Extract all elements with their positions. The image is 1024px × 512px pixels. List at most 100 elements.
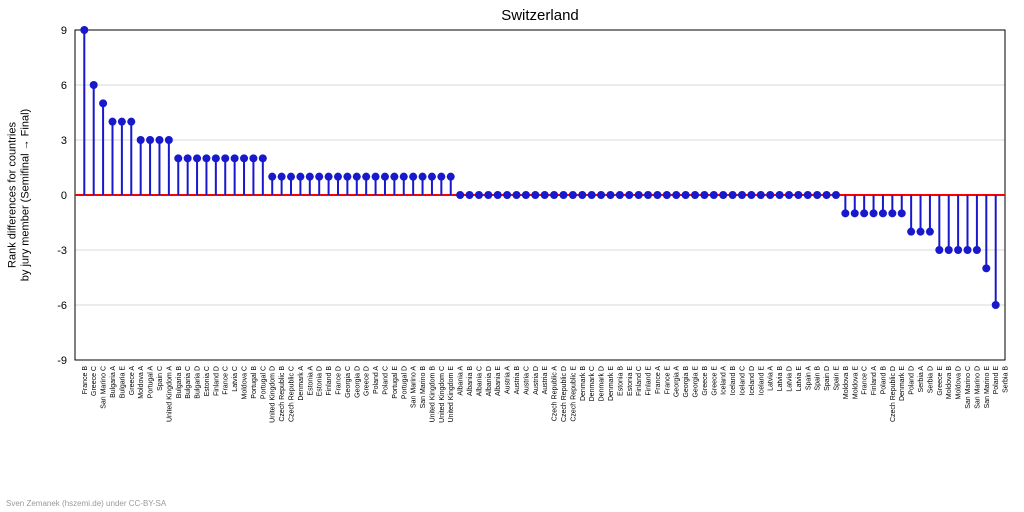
x-tick-label: Georgia E: [693, 366, 700, 398]
x-tick-label: Spain B: [815, 366, 822, 391]
stem-marker: [278, 173, 286, 181]
stem-marker: [672, 191, 680, 199]
stem-marker: [653, 191, 661, 199]
x-tick-label: Finland A: [871, 366, 878, 396]
x-tick-label: Albania D: [486, 366, 493, 396]
x-tick-label: Poland C: [382, 366, 389, 395]
x-tick-label: Bulgaria D: [195, 366, 202, 399]
stem-marker: [879, 209, 887, 217]
x-tick-label: Denmark E: [899, 366, 906, 401]
stem-marker: [964, 246, 972, 254]
stem-marker: [174, 154, 182, 162]
stem-marker: [719, 191, 727, 199]
y-tick-label: 6: [61, 80, 67, 92]
x-tick-label: Serbia A: [918, 366, 925, 393]
stem-marker: [747, 191, 755, 199]
stem-marker: [954, 246, 962, 254]
y-tick-label: -9: [57, 355, 67, 367]
stem-marker: [578, 191, 586, 199]
stem-marker: [513, 191, 521, 199]
stem-marker: [343, 173, 351, 181]
stem-marker: [531, 191, 539, 199]
x-tick-label: Moldova B: [843, 366, 850, 399]
stem-marker: [729, 191, 737, 199]
x-tick-label: Iceland C: [740, 366, 747, 396]
x-tick-label: Iceland E: [758, 366, 765, 396]
x-tick-labels: France BGreece CSan Marino CBulgaria ABu…: [82, 366, 1010, 423]
stem-marker: [813, 191, 821, 199]
stem-marker: [973, 246, 981, 254]
x-tick-label: Czech Republic E: [570, 366, 577, 422]
stem-marker: [898, 209, 906, 217]
stem-marker: [447, 173, 455, 181]
x-tick-label: United Kingdom B: [429, 366, 436, 423]
x-tick-label: Greece E: [711, 366, 718, 396]
x-tick-label: Austria C: [523, 366, 530, 395]
x-tick-label: Albania E: [495, 366, 502, 396]
x-tick-label: Finland E: [646, 366, 653, 396]
y-tick-label: -3: [57, 245, 67, 257]
stem-marker: [700, 191, 708, 199]
x-tick-label: Finland B: [326, 366, 333, 396]
stem-marker: [982, 264, 990, 272]
x-tick-label: Finland C: [636, 366, 643, 396]
stem-marker: [691, 191, 699, 199]
stem-marker: [372, 173, 380, 181]
x-tick-label: San Marino B: [420, 366, 427, 409]
stem-chart: SwitzerlandRank differences for countrie…: [0, 0, 1024, 512]
chart-container: SwitzerlandRank differences for countrie…: [0, 0, 1024, 512]
stem-marker: [860, 209, 868, 217]
x-tick-label: Moldova B: [946, 366, 953, 399]
x-tick-label: Austria B: [514, 366, 521, 395]
stem-marker: [184, 154, 192, 162]
x-tick-label: Czech Republic D: [890, 366, 897, 422]
x-tick-label: Czech Republic A: [552, 366, 559, 422]
stem-marker: [231, 154, 239, 162]
x-tick-label: Albania B: [467, 366, 474, 396]
x-tick-label: San Marino C: [101, 366, 108, 409]
chart-title: Switzerland: [501, 7, 579, 24]
x-tick-label: Denmark A: [298, 366, 305, 401]
x-tick-label: San Marino A: [411, 366, 418, 408]
stem-marker: [475, 191, 483, 199]
stem-marker: [569, 191, 577, 199]
stem-marker: [80, 26, 88, 34]
x-tick-label: Greece A: [129, 366, 136, 396]
x-tick-label: Poland A: [373, 366, 380, 394]
stem-marker: [296, 173, 304, 181]
stem-marker: [306, 173, 314, 181]
x-tick-label: Czech Republic D: [561, 366, 568, 422]
stem-marker: [550, 191, 558, 199]
x-tick-label: Portugal C: [260, 366, 267, 399]
y-tick-label: 3: [61, 135, 67, 147]
stem-marker: [400, 173, 408, 181]
stem-marker: [99, 99, 107, 107]
x-tick-label: Spain A: [805, 366, 812, 390]
stem-marker: [738, 191, 746, 199]
x-tick-label: Iceland A: [721, 366, 728, 395]
x-tick-label: Estonia E: [627, 366, 634, 396]
x-tick-label: Austria E: [542, 366, 549, 395]
x-tick-label: Moldova A: [138, 366, 145, 399]
stem-marker: [259, 154, 267, 162]
x-tick-label: Spain D: [824, 366, 831, 391]
x-tick-label: Latvia A: [768, 366, 775, 391]
stem-marker: [851, 209, 859, 217]
stem-marker: [390, 173, 398, 181]
x-tick-label: Bulgaria B: [176, 366, 183, 399]
x-tick-label: Spain E: [833, 366, 840, 391]
x-tick-label: Greece D: [364, 366, 371, 396]
x-tick-label: Denmark C: [589, 366, 596, 401]
stem-marker: [794, 191, 802, 199]
stem-marker: [606, 191, 614, 199]
stem-marker: [926, 228, 934, 236]
stem-marker: [644, 191, 652, 199]
x-tick-label: United Kingdom C: [439, 366, 446, 423]
x-tick-label: Estonia A: [307, 366, 314, 396]
stem-marker: [785, 191, 793, 199]
stem-marker: [888, 209, 896, 217]
x-tick-label: Bulgaria C: [185, 366, 192, 399]
stem-marker: [466, 191, 474, 199]
stem-marker: [212, 154, 220, 162]
x-tick-label: Portugal A: [148, 366, 155, 399]
